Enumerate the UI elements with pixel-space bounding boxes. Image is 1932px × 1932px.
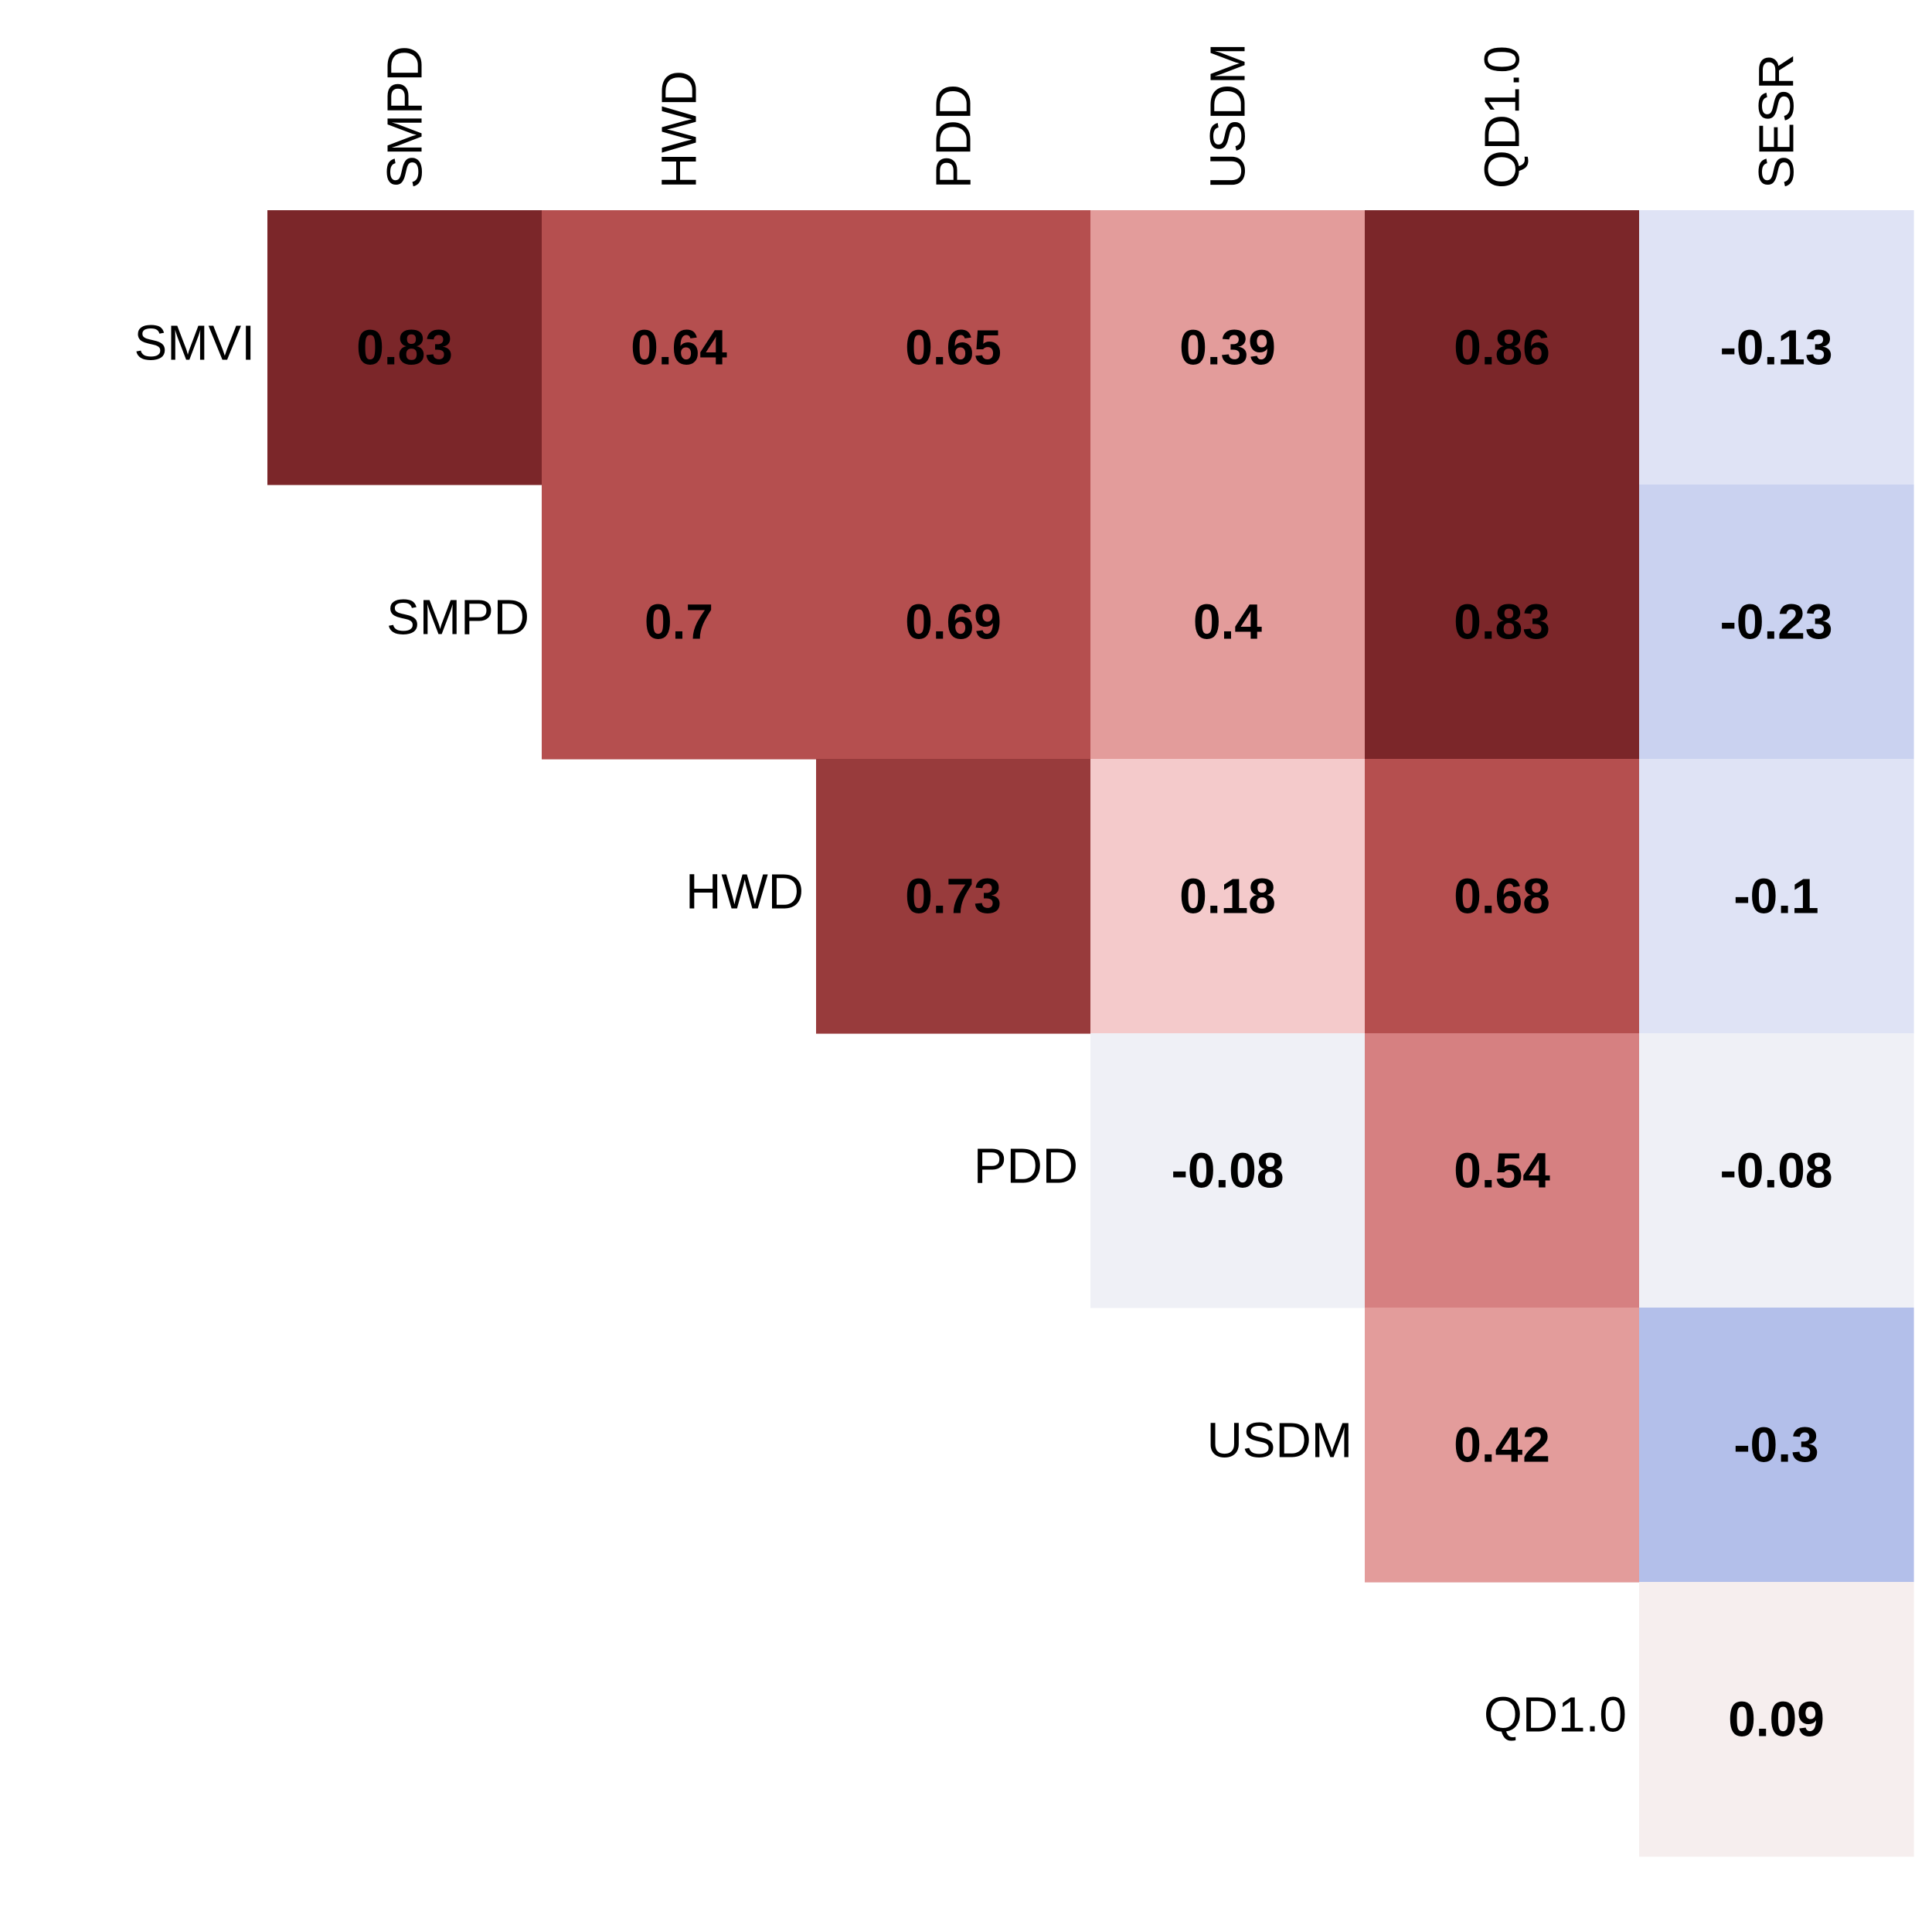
heatmap-cell-smpd-pdd bbox=[816, 485, 1091, 760]
row-label-hwd: HWD bbox=[685, 864, 804, 920]
heatmap-cell-hwd-usdm bbox=[1090, 759, 1366, 1034]
heatmap-cell-pdd-sesr bbox=[1639, 1033, 1914, 1308]
cell-value-smpd-usdm: 0.4 bbox=[1193, 594, 1262, 650]
row-labels: SMVI SMPD HWD PDD USDM QD1.0 bbox=[134, 315, 1627, 1743]
cell-value-hwd-sesr: -0.1 bbox=[1733, 869, 1818, 924]
column-label-pdd: PDD bbox=[926, 84, 981, 189]
cell-value-smpd-sesr: -0.23 bbox=[1720, 594, 1833, 650]
cell-value-smvi-hwd: 0.64 bbox=[631, 320, 727, 376]
cell-value-qd1-0-sesr: 0.09 bbox=[1728, 1692, 1825, 1747]
heatmap-cell-smpd-qd1-0 bbox=[1365, 485, 1640, 760]
cell-value-smpd-pdd: 0.69 bbox=[905, 594, 1002, 650]
row-label-usdm: USDM bbox=[1207, 1413, 1352, 1468]
heatmap-cell-usdm-qd1-0 bbox=[1365, 1308, 1640, 1583]
cell-value-pdd-sesr: -0.08 bbox=[1720, 1143, 1833, 1199]
heatmap-cell-smvi-qd1-0 bbox=[1365, 210, 1640, 485]
heatmap-cell-qd1-0-sesr bbox=[1639, 1582, 1914, 1857]
heatmap-cell-smpd-sesr bbox=[1639, 485, 1914, 760]
cell-value-usdm-qd1-0: 0.42 bbox=[1454, 1417, 1550, 1473]
heatmap-cell-smvi-usdm bbox=[1090, 210, 1366, 485]
heatmap-cell-smvi-sesr bbox=[1639, 210, 1914, 485]
heatmap-cell-hwd-sesr bbox=[1639, 759, 1914, 1034]
heatmap-cell-smvi-pdd bbox=[816, 210, 1091, 485]
cell-value-hwd-qd1-0: 0.68 bbox=[1454, 869, 1550, 924]
heatmap-cell-smvi-hwd bbox=[542, 210, 817, 485]
cell-value-smvi-usdm: 0.39 bbox=[1179, 320, 1276, 376]
cell-value-smvi-pdd: 0.65 bbox=[905, 320, 1002, 376]
cell-value-hwd-usdm: 0.18 bbox=[1179, 869, 1276, 924]
heatmap-cell-smpd-usdm bbox=[1090, 485, 1366, 760]
heatmap-cell-pdd-qd1-0 bbox=[1365, 1033, 1640, 1308]
heatmap-cell-hwd-qd1-0 bbox=[1365, 759, 1640, 1034]
heatmap-cell-usdm-sesr bbox=[1639, 1308, 1914, 1583]
row-label-pdd: PDD bbox=[974, 1138, 1078, 1194]
cell-value-hwd-pdd: 0.73 bbox=[905, 869, 1002, 924]
row-label-smvi: SMVI bbox=[134, 315, 255, 371]
cell-value-smpd-qd1-0: 0.83 bbox=[1454, 594, 1550, 650]
heatmap-cell-pdd-usdm bbox=[1090, 1033, 1366, 1308]
column-labels: SMPD HWD PDD USDM QD1.0 SESR bbox=[377, 43, 1804, 189]
column-label-hwd: HWD bbox=[651, 70, 707, 189]
heatmap-cell-hwd-pdd bbox=[816, 759, 1091, 1034]
column-label-qd1-0: QD1.0 bbox=[1475, 46, 1530, 189]
row-label-qd1-0: QD1.0 bbox=[1484, 1687, 1627, 1743]
heatmap-values: 0.83 0.64 0.65 0.39 0.86 -0.13 0.7 0.69 0.4 0.83 -… bbox=[356, 320, 1832, 1747]
cell-value-pdd-usdm: -0.08 bbox=[1172, 1143, 1284, 1199]
column-label-usdm: USDM bbox=[1200, 43, 1256, 189]
heatmap-cells bbox=[267, 210, 1914, 1857]
cell-value-pdd-qd1-0: 0.54 bbox=[1454, 1143, 1550, 1199]
cell-value-smvi-qd1-0: 0.86 bbox=[1454, 320, 1550, 376]
cell-value-smpd-hwd: 0.7 bbox=[645, 594, 713, 650]
row-label-smpd: SMPD bbox=[386, 590, 529, 645]
cell-value-usdm-sesr: -0.3 bbox=[1733, 1417, 1818, 1473]
column-label-sesr: SESR bbox=[1749, 54, 1804, 189]
cell-value-smvi-sesr: -0.13 bbox=[1720, 320, 1833, 376]
heatmap-cell-smvi-smpd bbox=[267, 210, 543, 485]
heatmap-cell-smpd-hwd bbox=[542, 485, 817, 760]
column-label-smpd: SMPD bbox=[377, 46, 433, 189]
cell-value-smvi-smpd: 0.83 bbox=[356, 320, 453, 376]
